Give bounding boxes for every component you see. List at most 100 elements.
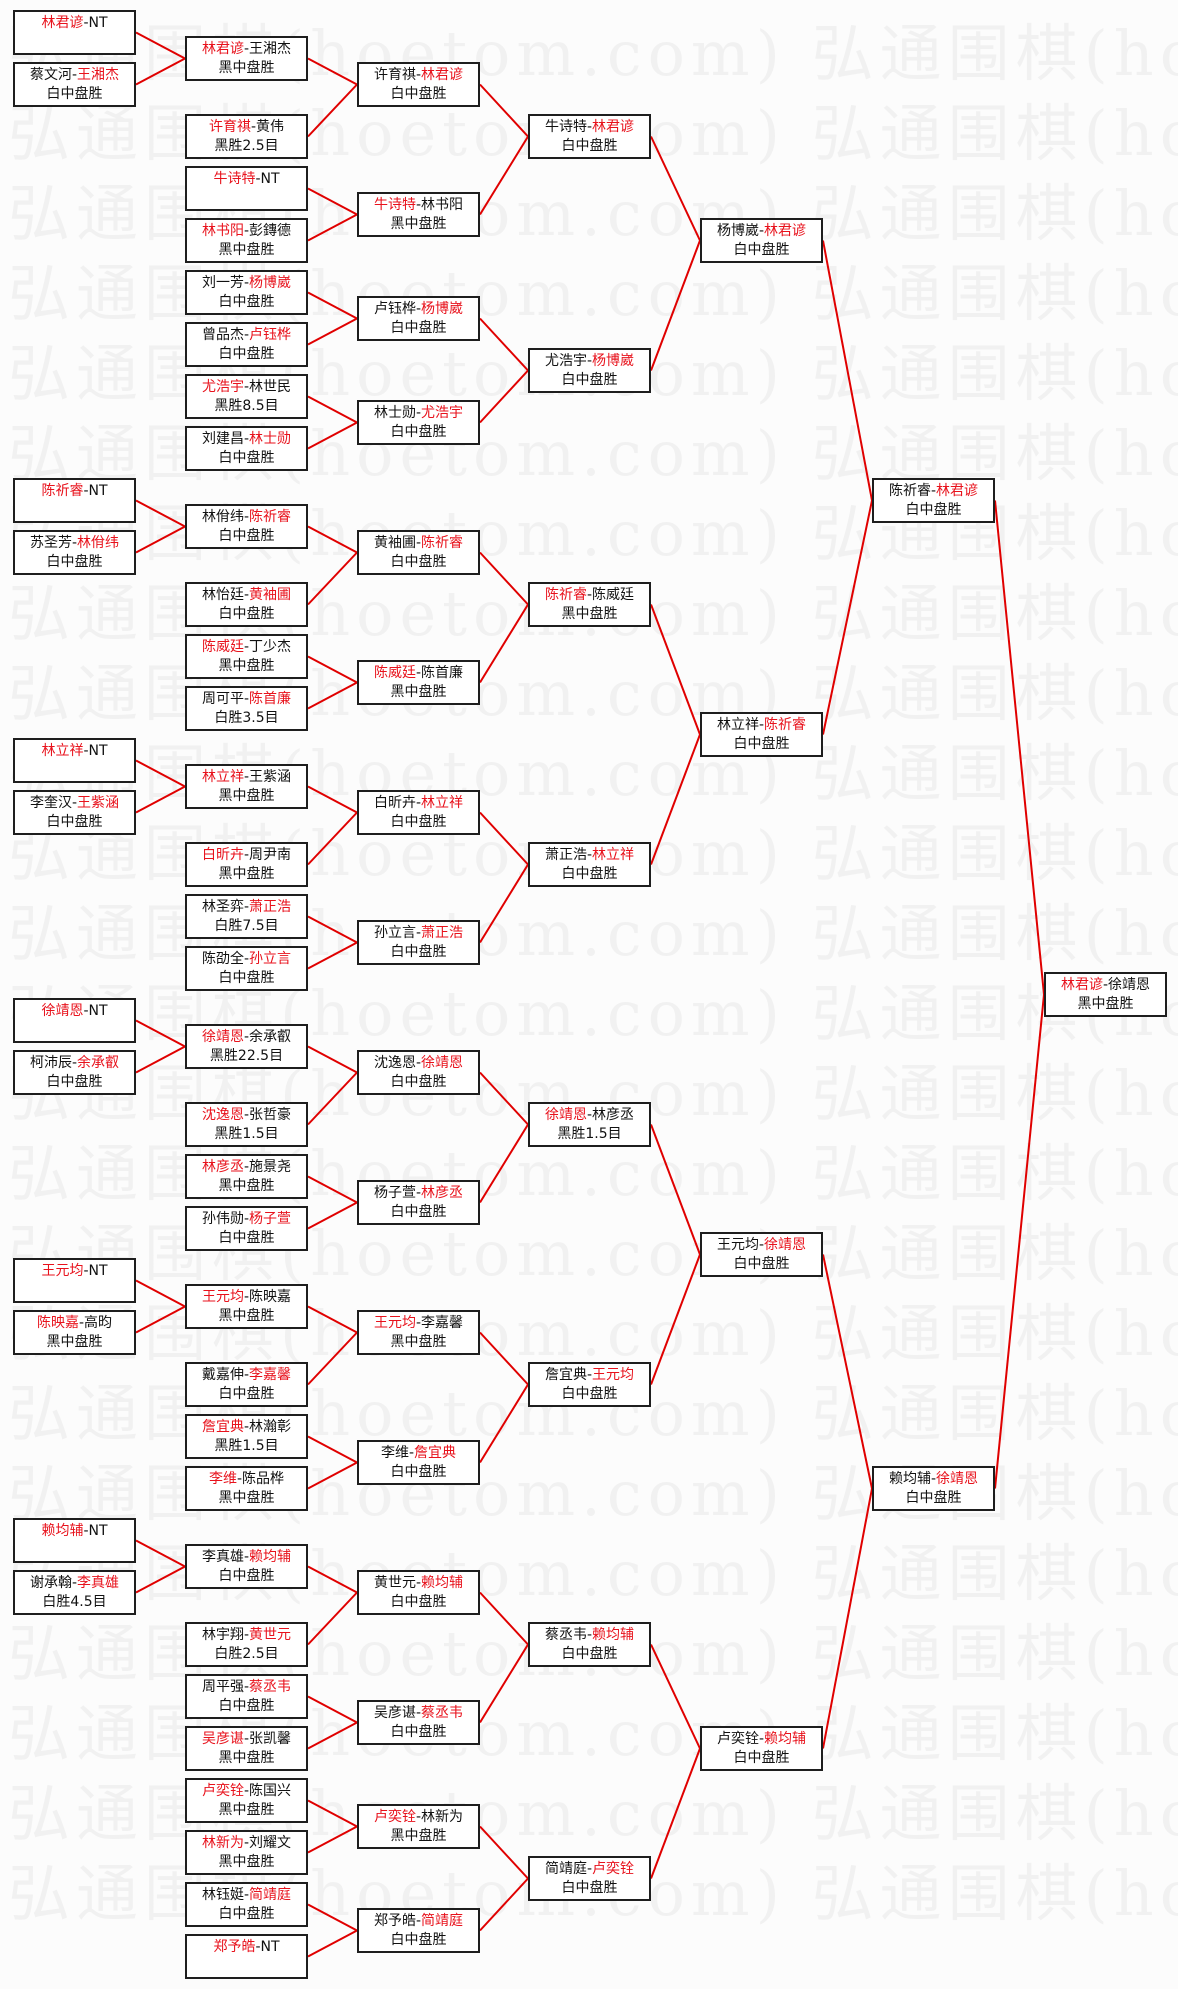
separator: - <box>930 483 937 499</box>
separator: - <box>415 1913 422 1929</box>
player-name: 徐靖恩 <box>421 1055 464 1071</box>
player-name: 简靖庭 <box>544 1861 587 1877</box>
match-result: 白中盘胜 <box>733 1256 790 1272</box>
match-box: 詹宜典-王元均 白中盘胜 <box>528 1362 651 1407</box>
match-box: 王元均-陈映嘉 黑中盘胜 <box>185 1284 308 1329</box>
separator: - <box>586 1367 593 1383</box>
connector-line <box>307 1071 358 1126</box>
player-name: 林新为 <box>421 1809 464 1825</box>
match-result: 黑胜1.5目 <box>214 1438 279 1454</box>
player-name: 戴嘉伸 <box>201 1367 244 1383</box>
player-name: 沈逸恩 <box>373 1055 416 1071</box>
match-players: 林彦丞-施景尧 <box>187 1158 306 1177</box>
player-name: 杨子萱 <box>249 1211 292 1227</box>
match-box: 卢奕铨-陈国兴 黑中盘胜 <box>185 1778 308 1823</box>
player-name: 林彦丞 <box>421 1185 464 1201</box>
match-players: 吴彦谌-张凯馨 <box>187 1730 306 1749</box>
player-name: 杨博崴 <box>249 275 292 291</box>
match-players: 尤浩宇-林世民 <box>187 378 306 397</box>
player-name: 黄世元 <box>373 1575 416 1591</box>
player-name: 林立祥 <box>41 743 84 759</box>
player-name: 卢钰桦 <box>373 301 416 317</box>
match-box: 林书阳-彭鏄德 黑中盘胜 <box>185 218 308 263</box>
player-name: 萧正浩 <box>544 847 587 863</box>
player-name: 简靖庭 <box>249 1887 292 1903</box>
separator: - <box>586 1627 593 1643</box>
match-box: 王元均-徐靖恩 白中盘胜 <box>700 1232 823 1277</box>
match-result: 白胜4.5目 <box>42 1594 107 1610</box>
player-name: 林士勋 <box>249 431 292 447</box>
player-name: 白昕卉 <box>373 795 416 811</box>
match-result: 白中盘胜 <box>218 1698 275 1714</box>
player-name: NT <box>88 1523 108 1539</box>
match-players: 林书阳-彭鏄德 <box>187 222 306 241</box>
match-players: 林君谚-NT <box>15 14 134 33</box>
player-name: 蔡丞韦 <box>544 1627 587 1643</box>
player-name: 陈祈睿 <box>421 535 464 551</box>
separator: - <box>758 1731 765 1747</box>
separator: - <box>415 1575 422 1591</box>
connector-line <box>135 57 186 86</box>
separator: - <box>758 717 765 733</box>
match-result: 黑中盘胜 <box>218 788 275 804</box>
separator: - <box>243 41 250 57</box>
player-name: 徐靖恩 <box>41 1003 84 1019</box>
match-box: 杨子萱-林彦丞 白中盘胜 <box>357 1180 480 1225</box>
separator: - <box>586 353 593 369</box>
match-result: 白中盘胜 <box>905 1490 962 1506</box>
player-name: 徐靖恩 <box>544 1107 587 1123</box>
connector-line <box>307 1201 358 1230</box>
match-players: 郑予皓-NT <box>187 1938 306 1957</box>
connector-line <box>479 811 529 866</box>
match-box: 蔡文河-王湘杰 白中盘胜 <box>13 62 136 107</box>
match-box: 白昕卉-周尹南 黑中盘胜 <box>185 842 308 887</box>
match-box: 许育祺-黄伟 黑胜2.5目 <box>185 114 308 159</box>
connector-line <box>307 1695 358 1724</box>
player-name: 陈映嘉 <box>249 1289 292 1305</box>
player-name: 施景尧 <box>249 1159 292 1175</box>
player-name: 林君谚 <box>41 15 84 31</box>
match-box: 赖均辅-徐靖恩 白中盘胜 <box>872 1466 995 1511</box>
match-players: 王元均-徐靖恩 <box>702 1236 821 1255</box>
player-name: 徐靖恩 <box>1108 977 1151 993</box>
match-result: 白中盘胜 <box>218 970 275 986</box>
connector-line <box>307 421 358 450</box>
match-players: 杨博崴-林君谚 <box>702 222 821 241</box>
separator: - <box>243 223 250 239</box>
separator: - <box>243 847 250 863</box>
player-name: 徐靖恩 <box>764 1237 807 1253</box>
separator: - <box>243 1731 250 1747</box>
player-name: 陈威廷 <box>201 639 244 655</box>
match-players: 卢奕铨-赖均辅 <box>702 1730 821 1749</box>
player-name: 林书阳 <box>421 197 464 213</box>
match-players: 孙伟勋-杨子萱 <box>187 1210 306 1229</box>
match-box: 徐靖恩-余承叡 黑胜22.5目 <box>185 1024 308 1069</box>
match-players: 徐靖恩-NT <box>15 1002 134 1021</box>
player-name: NT <box>88 1003 108 1019</box>
match-players: 卢钰桦-杨博崴 <box>359 300 478 319</box>
player-name: 王元均 <box>41 1263 84 1279</box>
player-name: 林彦丞 <box>201 1159 244 1175</box>
match-box: 谢承翰-李真雄 白胜4.5目 <box>13 1570 136 1615</box>
player-name: 李真雄 <box>77 1575 120 1591</box>
player-name: 萧正浩 <box>249 899 292 915</box>
match-box: 郑予皓-NT <box>185 1934 308 1979</box>
player-name: 王湘杰 <box>77 67 120 83</box>
player-name: 杨博崴 <box>592 353 635 369</box>
connector-line <box>307 1565 358 1594</box>
connector-line <box>479 1123 529 1204</box>
match-players: 林立祥-王紫涵 <box>187 768 306 787</box>
connector-line <box>307 317 358 346</box>
match-result: 白中盘胜 <box>46 814 103 830</box>
match-players: 赖均辅-徐靖恩 <box>874 1470 993 1489</box>
player-name: 周平强 <box>201 1679 244 1695</box>
match-result: 白中盘胜 <box>561 1646 618 1662</box>
connector-line <box>650 1124 701 1255</box>
separator: - <box>1102 977 1109 993</box>
match-players: 王元均-陈映嘉 <box>187 1288 306 1307</box>
match-players: 王元均-NT <box>15 1262 134 1281</box>
match-box: 赖均辅-NT <box>13 1518 136 1563</box>
player-name: 蔡文河 <box>29 67 72 83</box>
separator: - <box>71 535 78 551</box>
